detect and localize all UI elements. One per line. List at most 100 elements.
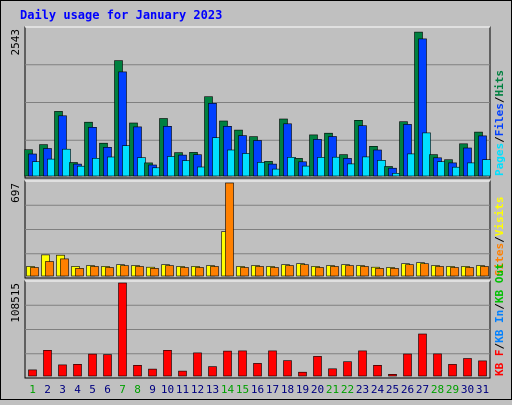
bar-sites-day-31 — [480, 266, 489, 277]
x-tick-label-day-6: 6 — [104, 383, 111, 396]
x-tick-label-day-20: 20 — [311, 383, 324, 396]
bar-sites-day-14 — [225, 182, 234, 277]
x-tick-label-day-4: 4 — [74, 383, 81, 396]
bar-sites-day-25 — [390, 268, 399, 277]
x-tick-label-day-13: 13 — [206, 383, 219, 396]
bar-kb-f-day-14 — [223, 350, 232, 377]
bar-kb-f-day-22 — [343, 361, 352, 377]
x-tick-label-day-16: 16 — [251, 383, 264, 396]
bar-kb-f-day-8 — [133, 364, 142, 377]
bar-sites-day-11 — [180, 267, 189, 277]
bar-kb-f-day-29 — [448, 364, 457, 377]
bar-sites-day-19 — [300, 264, 309, 277]
x-tick-label-day-5: 5 — [89, 383, 96, 396]
x-tick-label-day-11: 11 — [176, 383, 189, 396]
y-max-label-top: 2543 — [9, 29, 22, 56]
bar-sites-day-10 — [165, 265, 174, 277]
bar-kb-f-day-21 — [328, 368, 337, 377]
x-tick-label-day-15: 15 — [236, 383, 249, 396]
bar-pages-day-31 — [482, 159, 491, 177]
bar-sites-day-3 — [60, 258, 69, 277]
bar-kb-f-day-19 — [298, 371, 307, 377]
x-tick-label-day-21: 21 — [326, 383, 339, 396]
x-tick-label-day-3: 3 — [59, 383, 66, 396]
x-tick-label-day-24: 24 — [371, 383, 385, 396]
bar-sites-day-23 — [360, 266, 369, 277]
bar-kb-f-day-9 — [148, 368, 157, 377]
bar-sites-day-24 — [375, 268, 384, 277]
x-tick-label-day-23: 23 — [356, 383, 369, 396]
x-tick-label-day-22: 22 — [341, 383, 354, 396]
bar-kb-f-day-12 — [193, 352, 202, 377]
chart-title: Daily usage for January 2023 — [20, 8, 222, 22]
x-tick-label-day-7: 7 — [119, 383, 126, 396]
bar-sites-day-2 — [45, 261, 54, 277]
bar-sites-day-27 — [420, 263, 429, 277]
bar-kb-f-day-15 — [238, 350, 247, 377]
bar-kb-f-day-18 — [283, 360, 292, 377]
bar-kb-f-day-13 — [208, 366, 217, 377]
x-tick-label-day-2: 2 — [44, 383, 51, 396]
bar-sites-day-9 — [150, 268, 159, 277]
bar-sites-day-21 — [330, 266, 339, 277]
bar-sites-day-6 — [105, 267, 114, 277]
bar-kb-f-day-17 — [268, 350, 277, 377]
x-tick-label-day-19: 19 — [296, 383, 309, 396]
bar-kb-f-day-25 — [388, 373, 397, 377]
bar-sites-day-5 — [90, 266, 99, 277]
x-tick-label-day-17: 17 — [266, 383, 279, 396]
x-tick-label-day-14: 14 — [221, 383, 235, 396]
x-tick-label-day-12: 12 — [191, 383, 204, 396]
bar-kb-f-day-27 — [418, 333, 427, 377]
bar-sites-day-8 — [135, 266, 144, 277]
bar-kb-f-day-4 — [73, 363, 82, 377]
y-max-label-bot: 108515 — [9, 283, 22, 323]
bar-kb-f-day-20 — [313, 356, 322, 377]
bar-sites-day-22 — [345, 265, 354, 277]
bar-kb-f-day-23 — [358, 350, 367, 377]
bar-sites-day-12 — [195, 267, 204, 277]
visits-sites-panel — [24, 180, 491, 279]
y-max-label-mid: 697 — [9, 183, 22, 203]
x-tick-label-day-18: 18 — [281, 383, 294, 396]
bar-sites-day-18 — [285, 265, 294, 277]
bar-sites-day-20 — [315, 267, 324, 277]
x-tick-label-day-1: 1 — [29, 383, 36, 396]
bar-kb-f-day-6 — [103, 354, 112, 377]
bar-sites-day-15 — [240, 267, 249, 277]
bar-sites-day-16 — [255, 266, 264, 277]
bar-kb-f-day-28 — [433, 353, 442, 377]
x-tick-label-day-8: 8 — [134, 383, 141, 396]
bar-sites-day-13 — [210, 266, 219, 277]
bar-sites-day-4 — [75, 268, 84, 277]
kbytes-panel — [24, 280, 491, 379]
bar-sites-day-1 — [30, 267, 39, 277]
bar-sites-day-29 — [450, 267, 459, 277]
bar-kb-f-day-2 — [43, 349, 52, 377]
bar-kb-f-day-3 — [58, 364, 67, 377]
x-tick-label-day-31: 31 — [476, 383, 489, 396]
x-tick-label-day-26: 26 — [401, 383, 414, 396]
bar-kb-f-day-11 — [178, 370, 187, 377]
bar-sites-day-30 — [465, 267, 474, 277]
hits-files-pages-panel — [24, 26, 491, 179]
bar-sites-day-28 — [435, 266, 444, 277]
x-tick-label-day-10: 10 — [161, 383, 174, 396]
x-tick-label-day-30: 30 — [461, 383, 474, 396]
bar-kb-f-day-1 — [28, 369, 37, 377]
x-tick-label-day-28: 28 — [431, 383, 444, 396]
bar-sites-day-17 — [270, 267, 279, 277]
bar-kb-f-day-16 — [253, 363, 262, 377]
bar-kb-f-day-24 — [373, 364, 382, 377]
bar-sites-day-7 — [120, 265, 129, 277]
bar-kb-f-day-30 — [463, 358, 472, 377]
bar-kb-f-day-26 — [403, 353, 412, 377]
bar-kb-f-day-31 — [478, 360, 487, 377]
bar-sites-day-26 — [405, 264, 414, 277]
x-tick-label-day-27: 27 — [416, 383, 429, 396]
x-tick-label-day-29: 29 — [446, 383, 459, 396]
x-tick-label-day-9: 9 — [149, 383, 156, 396]
bar-kb-f-day-5 — [88, 353, 97, 377]
